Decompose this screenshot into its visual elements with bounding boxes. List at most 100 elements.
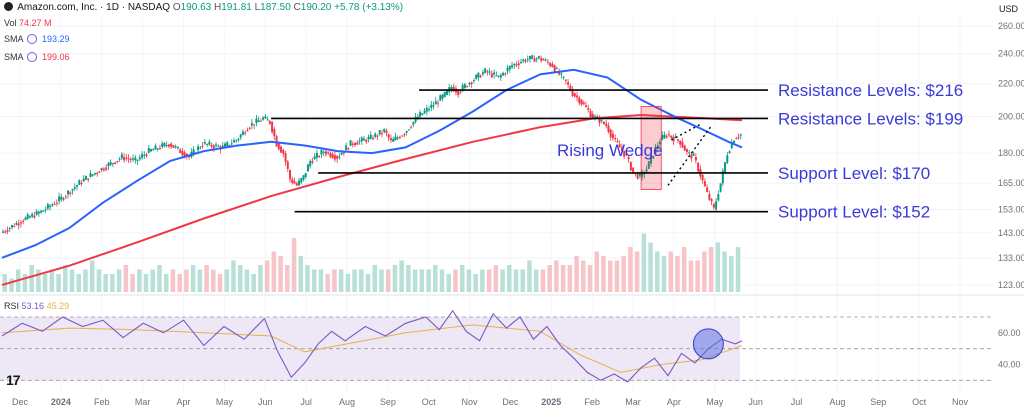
volume-bar xyxy=(493,265,499,292)
candle-body xyxy=(511,65,514,68)
volume-bar xyxy=(688,260,694,292)
candle-body xyxy=(123,157,126,161)
candle-body xyxy=(434,101,437,105)
candle-body xyxy=(380,133,383,135)
volume-bar xyxy=(648,242,653,292)
candle-body xyxy=(176,146,179,149)
candle-body xyxy=(183,152,186,158)
candle-body xyxy=(659,141,662,145)
candle-body xyxy=(280,146,283,153)
volume-bar xyxy=(655,251,660,292)
volume-bar xyxy=(628,247,633,292)
candle-body xyxy=(259,120,262,122)
candle-body xyxy=(78,180,81,185)
candle-body xyxy=(230,143,233,145)
candle-body xyxy=(268,120,271,124)
candle-body xyxy=(701,174,704,181)
volume-bar xyxy=(399,260,404,292)
volume-bar xyxy=(311,269,317,292)
volume-bar xyxy=(244,269,250,292)
candle-body xyxy=(93,172,96,175)
volume-bar xyxy=(345,274,351,292)
candle-body xyxy=(663,134,666,139)
candle-body xyxy=(224,143,226,148)
candle-body xyxy=(414,116,417,122)
candle-body xyxy=(611,133,614,139)
candle-body xyxy=(349,140,352,146)
volume-bar xyxy=(130,274,135,292)
volume-bar xyxy=(49,269,55,292)
volume-bar xyxy=(406,265,411,292)
highlight-box xyxy=(640,106,662,190)
candle-body xyxy=(560,73,563,75)
candle-body xyxy=(152,149,155,151)
tradingview-logo-icon: 17 xyxy=(6,372,21,388)
volume-bar xyxy=(459,265,465,292)
low-label: L xyxy=(254,2,261,13)
candle-body xyxy=(107,163,110,167)
volume-bar xyxy=(419,269,425,292)
candle-body xyxy=(342,152,345,154)
candle-body xyxy=(441,94,444,99)
support-170-label: Support Level: $170 xyxy=(778,164,930,183)
volume-bar xyxy=(278,256,283,292)
candle-body xyxy=(618,144,621,148)
candle-body xyxy=(540,57,543,61)
volume-bar xyxy=(574,256,579,292)
candle-body xyxy=(333,155,336,160)
candle-body xyxy=(688,152,691,154)
candle-body xyxy=(531,55,534,59)
candle-body xyxy=(322,151,325,153)
candle-body xyxy=(17,223,20,226)
high-value: 191.81 xyxy=(221,2,252,13)
candle-body xyxy=(161,143,164,147)
resistance-216-label: Resistance Levels: $216 xyxy=(778,81,963,100)
candle-body xyxy=(594,116,596,118)
volume-bar xyxy=(89,260,95,292)
candle-body xyxy=(320,150,323,155)
candle-body xyxy=(181,151,184,156)
volume-bar xyxy=(365,274,371,292)
candle-body xyxy=(692,153,695,156)
candle-body xyxy=(544,59,547,61)
candle-body xyxy=(125,157,128,159)
settings-circle-icon[interactable] xyxy=(26,34,37,44)
candle-body xyxy=(96,172,99,174)
rsi-tick-label: 40.00 xyxy=(998,360,1021,370)
candle-body xyxy=(69,192,72,194)
candle-body xyxy=(410,127,413,129)
candle-body xyxy=(578,97,581,104)
volume-bar xyxy=(42,274,48,292)
candle-body xyxy=(84,176,87,180)
volume-bar xyxy=(661,256,667,292)
candle-body xyxy=(143,154,146,157)
candle-body xyxy=(737,136,740,138)
volume-bar xyxy=(2,274,7,292)
candle-body xyxy=(495,75,498,77)
candle-body xyxy=(479,75,482,78)
candle-body xyxy=(546,61,549,63)
candle-body xyxy=(255,118,258,124)
candle-body xyxy=(282,149,285,154)
candle-body xyxy=(363,138,366,141)
sma-slow-legend[interactable]: SMA 199.06 xyxy=(4,52,70,62)
candle-body xyxy=(284,153,287,162)
candle-body xyxy=(273,129,276,137)
candle-body xyxy=(647,161,650,169)
candle-body xyxy=(22,220,25,222)
candle-body xyxy=(44,209,47,211)
sma-fast-legend[interactable]: SMA 193.29 xyxy=(4,34,70,44)
candle-body xyxy=(138,157,141,160)
rsi-line xyxy=(1,309,743,383)
settings-circle-icon[interactable] xyxy=(26,52,37,62)
candle-body xyxy=(300,178,303,183)
volume-bar xyxy=(594,251,599,292)
volume-bar xyxy=(204,265,209,292)
time-tick-label: Jul xyxy=(300,397,312,407)
currency-label: USD xyxy=(998,4,1018,14)
candle-body xyxy=(374,133,377,137)
candle-body xyxy=(46,203,49,209)
volume-legend: Vol 74.27 M xyxy=(4,18,52,28)
candle-body xyxy=(461,85,464,90)
